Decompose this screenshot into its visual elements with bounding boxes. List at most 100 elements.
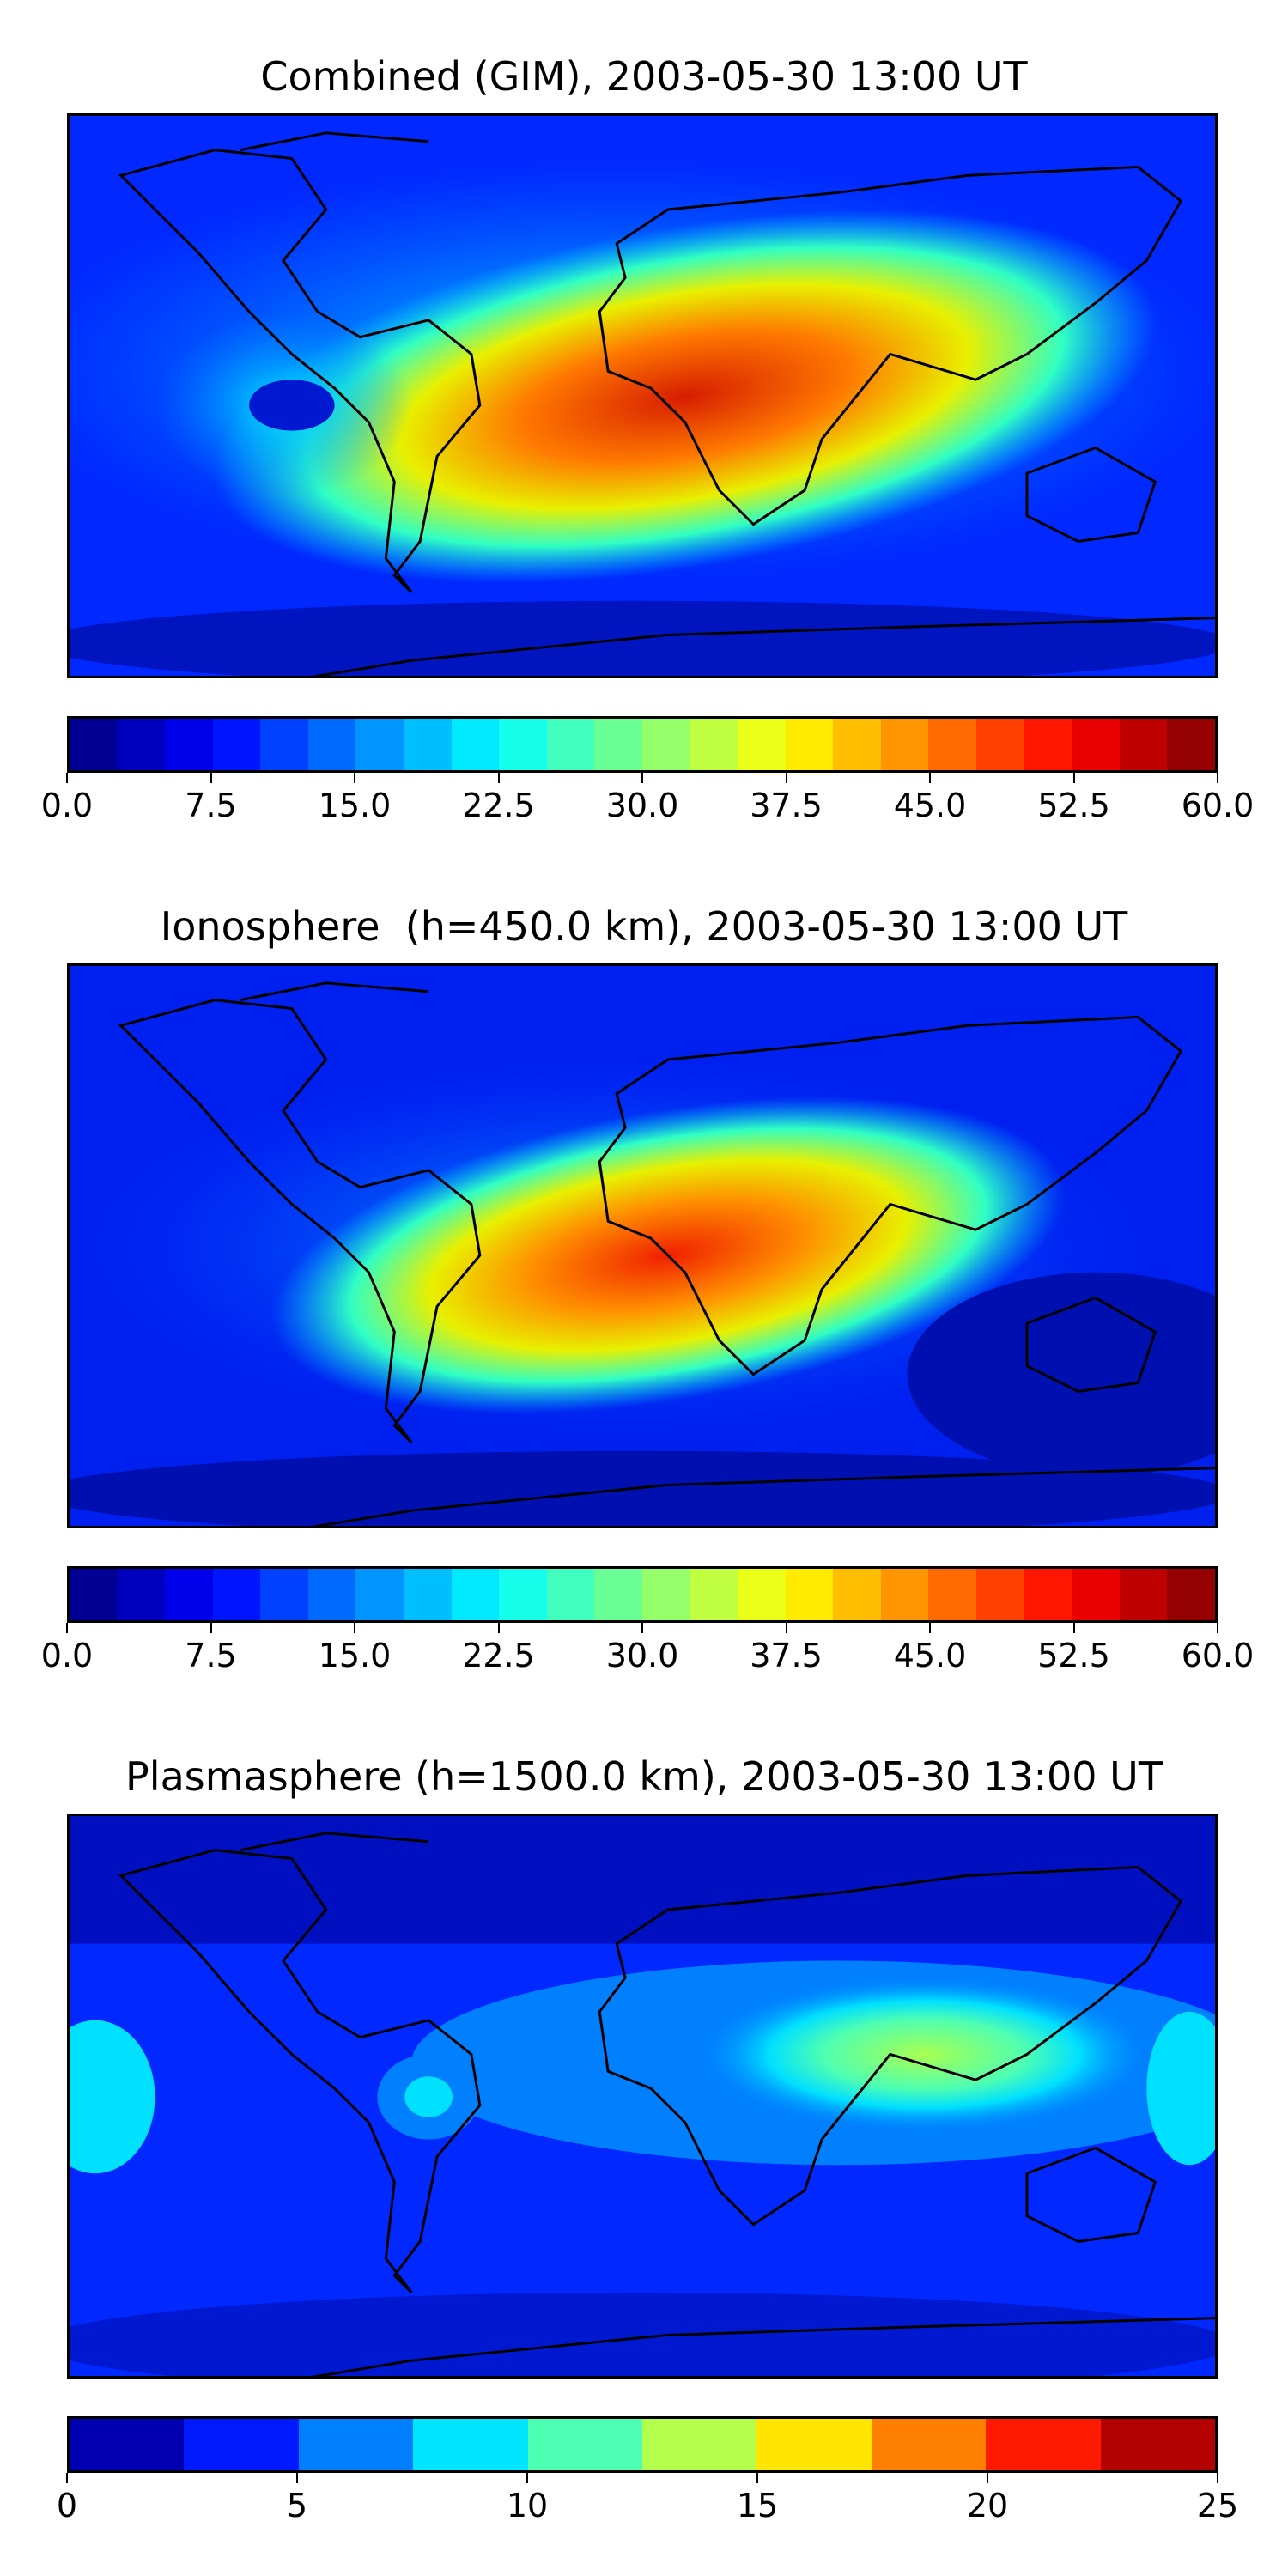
- colorbar-segment: [355, 1569, 404, 1620]
- colorbar-tick: [66, 1623, 68, 1633]
- colorbar-segment: [355, 719, 404, 770]
- colorbar-tick: [526, 2473, 528, 2483]
- colorbar-segment: [307, 1569, 356, 1620]
- colorbar-segment: [404, 1569, 452, 1620]
- colorbar-tick: [66, 773, 68, 783]
- colorbar-tick: [1217, 2473, 1218, 2483]
- colorbar-tick-label: 7.5: [185, 787, 237, 824]
- colorbar-segment: [1119, 719, 1168, 770]
- colorbar-tick-label: 5: [286, 2487, 308, 2524]
- colorbar-tick: [354, 773, 355, 783]
- colorbar-segment: [451, 1569, 500, 1620]
- colorbar-segment: [975, 1569, 1024, 1620]
- colorbar-tick-label: 52.5: [1037, 1637, 1110, 1674]
- colorbar-segment: [546, 1569, 595, 1620]
- colorbar-tick: [641, 1623, 643, 1633]
- colorbar-tick: [296, 2473, 298, 2483]
- tec-map-plasmasphere-svg: [70, 1816, 1215, 2376]
- colorbar-segment: [738, 719, 786, 770]
- colorbar-segment: [184, 2419, 299, 2470]
- colorbar-segment: [641, 719, 690, 770]
- colorbar-segment: [1072, 1569, 1120, 1620]
- colorbar-segment: [880, 1569, 929, 1620]
- tec-map-combined: [67, 113, 1218, 678]
- colorbar-tick: [1217, 773, 1218, 783]
- colorbar-segment: [986, 2419, 1101, 2470]
- colorbar-segment: [1119, 1569, 1168, 1620]
- colorbar-segment: [833, 719, 881, 770]
- colorbar-tick-label: 15: [736, 2487, 779, 2524]
- colorbar-tick: [1217, 1623, 1218, 1633]
- colorbar-tick: [929, 773, 931, 783]
- colorbar-tick-label: 52.5: [1037, 787, 1110, 824]
- colorbar-tick: [929, 1623, 931, 1633]
- colorbar-segment: [1072, 719, 1120, 770]
- colorbar-tick: [66, 2473, 68, 2483]
- colorbar-tick-label: 15.0: [318, 1637, 392, 1674]
- colorbar-tick-label: 45.0: [893, 1637, 967, 1674]
- colorbar-tick-label: 30.0: [605, 787, 679, 824]
- colorbar-tick: [497, 773, 500, 783]
- colorbar-segment: [117, 1569, 166, 1620]
- colorbar-tick: [756, 2473, 758, 2483]
- colorbar-tick-label: 7.5: [185, 1637, 237, 1674]
- colorbar-tick: [497, 1623, 500, 1633]
- colorbar-tick-label: 60.0: [1181, 787, 1255, 824]
- colorbar-segment: [546, 719, 595, 770]
- colorbar-tick: [785, 1623, 787, 1633]
- colorbar-tick-label: 0: [56, 2487, 78, 2524]
- coastlines: [118, 131, 1215, 676]
- colorbar-plasmasphere: [67, 2416, 1218, 2473]
- colorbar-segment: [690, 1569, 738, 1620]
- tec-map-ionosphere: [67, 963, 1218, 1528]
- colorbar-tick-label: 20: [966, 2487, 1009, 2524]
- colorbar-segment: [527, 2419, 643, 2470]
- colorbar-segment: [785, 719, 834, 770]
- colorbar-segment: [212, 719, 261, 770]
- tec-map-plasmasphere: [67, 1814, 1218, 2379]
- colorbar-segment: [70, 1569, 118, 1620]
- colorbar-segment: [641, 1569, 690, 1620]
- colorbar-tick: [354, 1623, 355, 1633]
- colorbar-tick-label: 15.0: [318, 787, 392, 824]
- colorbar-tick-label: 37.5: [750, 787, 823, 824]
- colorbar-ticks-plasmasphere: 0 5 10 15 20 25: [57, 2473, 1238, 2524]
- colorbar-segment: [1167, 1569, 1215, 1620]
- colorbar-segment: [756, 2419, 872, 2470]
- map-title: Ionosphere (h=450.0 km), 2003-05-30 13:0…: [160, 903, 1128, 950]
- colorbar-ticks-combined: 0.0 7.5 15.0 22.5 30.0 37.5 45.0 52.5 60.0: [41, 773, 1254, 824]
- colorbar-segment: [1100, 2419, 1215, 2470]
- colorbar-segment: [307, 719, 356, 770]
- colorbar-tick-label: 25: [1196, 2487, 1239, 2524]
- colorbar-tick-label: 60.0: [1181, 1637, 1255, 1674]
- tec-map-combined-svg: [70, 116, 1215, 676]
- colorbar-tick-label: 22.5: [462, 1637, 535, 1674]
- colorbar-ticks-ionosphere: 0.0 7.5 15.0 22.5 30.0 37.5 45.0 52.5 60.0: [41, 1623, 1254, 1674]
- colorbar-combined: [67, 716, 1218, 773]
- colorbar-segment: [404, 719, 452, 770]
- colorbar-tick: [987, 2473, 988, 2483]
- colorbar-ionosphere: [67, 1566, 1218, 1623]
- colorbar-tick-label: 0.0: [40, 1637, 94, 1674]
- colorbar-tick: [641, 773, 643, 783]
- colorbar-segment: [871, 2419, 987, 2470]
- colorbar-segment: [70, 2419, 185, 2470]
- colorbar-tick-label: 37.5: [750, 1637, 823, 1674]
- colorbar-segment: [413, 2419, 528, 2470]
- colorbar-segment: [785, 1569, 834, 1620]
- map-title: Plasmasphere (h=1500.0 km), 2003-05-30 1…: [125, 1753, 1163, 1800]
- colorbar-tick: [210, 1623, 212, 1633]
- colorbar-segment: [212, 1569, 261, 1620]
- colorbar-segment: [260, 719, 308, 770]
- colorbar-tick-label: 0.0: [40, 787, 94, 824]
- colorbar-segment: [880, 719, 929, 770]
- colorbar-segment: [1024, 1569, 1072, 1620]
- colorbar-segment: [165, 719, 213, 770]
- colorbar-segment: [298, 2419, 414, 2470]
- colorbar-segment: [594, 719, 642, 770]
- colorbar-segment: [928, 719, 976, 770]
- coastlines: [118, 981, 1215, 1526]
- colorbar-tick-label: 45.0: [893, 787, 967, 824]
- colorbar-segment: [165, 1569, 213, 1620]
- colorbar-segment: [451, 719, 500, 770]
